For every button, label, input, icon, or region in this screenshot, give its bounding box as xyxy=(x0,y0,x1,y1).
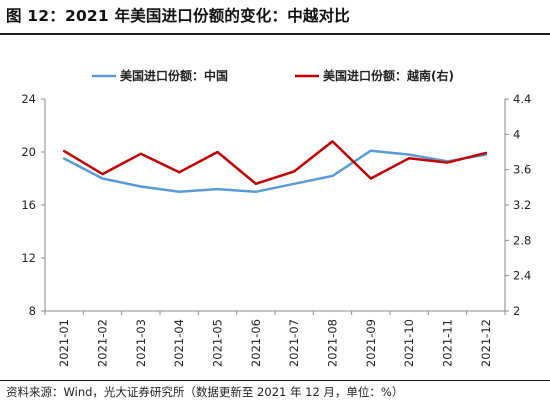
left-tick-label: 16 xyxy=(21,198,36,212)
x-tick-label: 2021-08 xyxy=(326,319,340,367)
x-tick-label: 2021-12 xyxy=(479,319,493,367)
x-tick-label: 2021-09 xyxy=(364,319,378,367)
x-tick-label: 2021-10 xyxy=(402,319,416,367)
right-tick-label: 2.8 xyxy=(513,233,531,247)
legend-label-vietnam: 美国进口份额：越南(右) xyxy=(323,68,454,83)
chart-title: 图 12：2021 年美国进口份额的变化：中越对比 xyxy=(6,7,351,25)
source-rule xyxy=(0,380,550,381)
x-tick-label: 2021-02 xyxy=(96,319,110,367)
left-tick-label: 12 xyxy=(21,251,36,265)
left-tick-label: 20 xyxy=(21,145,36,159)
right-tick-label: 3.6 xyxy=(513,163,531,177)
x-tick-label: 2021-04 xyxy=(172,319,186,367)
right-tick-label: 3.2 xyxy=(513,198,531,212)
series-line-vietnam xyxy=(62,140,488,186)
right-tick-label: 2 xyxy=(513,304,520,318)
x-tick-label: 2021-07 xyxy=(287,319,301,367)
x-tick-label: 2021-05 xyxy=(211,319,225,367)
left-tick-label: 8 xyxy=(29,304,36,318)
right-tick-label: 4.4 xyxy=(513,92,531,106)
x-tick-label: 2021-11 xyxy=(441,319,455,367)
series-line-china xyxy=(62,149,488,194)
title-rule xyxy=(0,33,550,35)
x-tick-label: 2021-01 xyxy=(57,319,71,367)
left-tick-label: 24 xyxy=(21,92,36,106)
right-tick-label: 2.4 xyxy=(513,269,531,283)
legend-label-china: 美国进口份额：中国 xyxy=(120,68,228,83)
x-tick-label: 2021-06 xyxy=(249,319,263,367)
right-tick-label: 4 xyxy=(513,127,520,141)
x-tick-label: 2021-03 xyxy=(134,319,148,367)
source-note: 资料来源：Wind，光大证券研究所（数据更新至 2021 年 12 月，单位：%… xyxy=(6,385,404,399)
